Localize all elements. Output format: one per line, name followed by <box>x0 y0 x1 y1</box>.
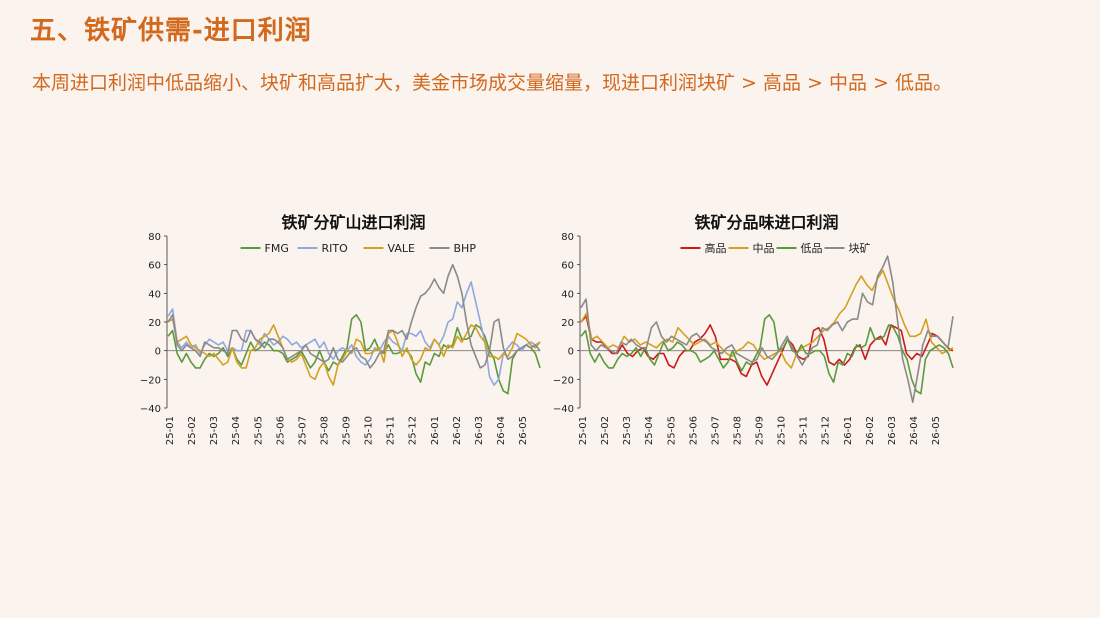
x-tick-label: 26-01 <box>843 416 854 445</box>
x-tick-label: 25-05 <box>666 416 677 445</box>
x-tick-label: 25-12 <box>821 416 832 445</box>
x-tick-label: 26-05 <box>518 416 529 445</box>
x-tick-label: 26-03 <box>474 416 485 445</box>
page-subtitle: 本周进口利润中低品缩小、块矿和高品扩大，美金市场成交量缩量，现进口利润块矿 > … <box>32 72 952 94</box>
x-tick-label: 26-02 <box>865 416 876 445</box>
chart-legend: FMG RITO VALE BHP <box>240 242 477 255</box>
x-tick-label: 26-04 <box>909 416 920 445</box>
legend-label-0: 高品 <box>705 241 727 255</box>
y-tick-label: 60 <box>148 261 161 272</box>
chart-title: 铁矿分矿山进口利润 <box>281 213 425 232</box>
series-line-中品 <box>580 269 954 369</box>
x-tick-label: 25-10 <box>364 416 375 445</box>
x-tick-label: 25-01 <box>165 416 176 445</box>
x-tick-label: 26-04 <box>496 416 507 445</box>
x-tick-label: 25-04 <box>644 416 655 445</box>
legend-label-3: 块矿 <box>849 242 871 255</box>
y-tick-label: −40 <box>140 404 161 415</box>
y-tick-label: 0 <box>568 347 574 358</box>
chart-by-mine: 铁矿分矿山进口利润 FMG RITO VALE BHP 80 60 40 20 0 −20 −40 25… <box>135 210 555 464</box>
series-line-低品 <box>580 314 954 395</box>
y-tick-label: 80 <box>148 232 161 243</box>
x-tick-label: 25-08 <box>319 416 330 445</box>
y-tick-label: 0 <box>155 347 161 358</box>
x-tick-label: 25-09 <box>755 416 766 445</box>
legend-label-1: 中品 <box>753 242 775 255</box>
y-tick-label: 40 <box>561 289 574 300</box>
x-tick-label: 25-05 <box>253 416 264 445</box>
x-tick-label: 25-02 <box>600 416 611 445</box>
series-line-块矿 <box>580 255 954 404</box>
x-tick-label: 25-02 <box>187 416 198 445</box>
x-tick-label: 26-03 <box>887 416 898 445</box>
x-tick-label: 26-01 <box>430 416 441 445</box>
x-tick-label: 25-07 <box>297 416 308 445</box>
x-tick-label: 25-08 <box>732 416 743 445</box>
x-tick-label: 25-06 <box>688 416 699 445</box>
x-tick-label: 25-01 <box>578 416 589 445</box>
chart-title: 铁矿分品味进口利润 <box>694 213 838 232</box>
x-tick-label: 25-03 <box>622 416 633 445</box>
x-tick-label: 25-04 <box>231 416 242 445</box>
series-line-RITO <box>167 281 541 386</box>
x-tick-label: 25-10 <box>777 416 788 445</box>
y-tick-label: 20 <box>561 318 574 329</box>
x-tick-label: 26-02 <box>452 416 463 445</box>
page-title: 五、铁矿供需-进口利润 <box>30 16 312 46</box>
legend-label-0: FMG <box>265 242 289 255</box>
x-tick-label: 25-07 <box>710 416 721 445</box>
series-line-VALE <box>167 318 541 386</box>
legend-label-3: BHP <box>454 242 477 255</box>
series-line-BHP <box>167 263 541 369</box>
x-tick-label: 25-06 <box>275 416 286 445</box>
series-line-FMG <box>167 314 541 395</box>
y-tick-label: −40 <box>553 404 574 415</box>
legend-label-2: 低品 <box>801 242 823 255</box>
chart-by-mine-svg: 铁矿分矿山进口利润 FMG RITO VALE BHP 80 60 40 20 0 −20 −40 25… <box>140 213 541 445</box>
x-tick-label: 25-11 <box>386 416 397 445</box>
y-tick-label: 20 <box>148 318 161 329</box>
x-tick-label: 25-03 <box>209 416 220 445</box>
x-tick-label: 25-11 <box>799 416 810 445</box>
y-tick-label: 40 <box>148 289 161 300</box>
x-tick-label: 26-05 <box>931 416 942 445</box>
y-tick-label: 80 <box>561 232 574 243</box>
legend-label-2: VALE <box>388 242 415 255</box>
y-tick-label: 60 <box>561 261 574 272</box>
chart-legend: 高品 中品 低品 块矿 <box>680 241 871 255</box>
y-tick-label: −20 <box>140 375 161 386</box>
chart-by-grade: 铁矿分品味进口利润高品 中品 低品 块矿 80 60 40 20 0 −20 −40 25-01 25-… <box>548 210 968 464</box>
y-tick-label: −20 <box>553 375 574 386</box>
legend-label-1: RITO <box>322 242 349 255</box>
x-tick-label: 25-12 <box>408 416 419 445</box>
x-tick-label: 25-09 <box>342 416 353 445</box>
